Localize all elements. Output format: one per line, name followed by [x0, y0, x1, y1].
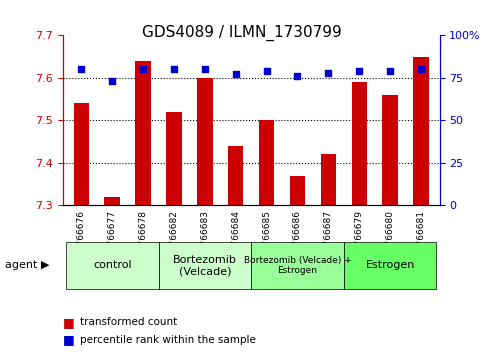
Bar	[166, 112, 182, 205]
Point	[108, 79, 116, 84]
Bar	[352, 82, 367, 205]
Bar	[104, 197, 120, 205]
Bar	[321, 154, 336, 205]
Point	[325, 70, 332, 76]
Bar	[228, 146, 243, 205]
Point	[386, 68, 394, 74]
Bar	[259, 120, 274, 205]
Text: transformed count: transformed count	[80, 317, 177, 327]
FancyBboxPatch shape	[158, 242, 251, 289]
Text: Estrogen: Estrogen	[366, 261, 415, 270]
Text: ■: ■	[63, 316, 74, 329]
Bar	[413, 57, 429, 205]
Text: ■: ■	[63, 333, 74, 346]
Point	[170, 67, 178, 72]
Point	[139, 67, 147, 72]
Text: Bortezomib (Velcade) +
Estrogen: Bortezomib (Velcade) + Estrogen	[243, 256, 351, 275]
Point	[294, 73, 301, 79]
Text: agent ▶: agent ▶	[5, 261, 49, 270]
Bar	[383, 95, 398, 205]
Point	[201, 67, 209, 72]
Point	[417, 67, 425, 72]
Point	[77, 67, 85, 72]
Bar	[135, 61, 151, 205]
Point	[263, 68, 270, 74]
FancyBboxPatch shape	[344, 242, 437, 289]
Text: percentile rank within the sample: percentile rank within the sample	[80, 335, 256, 345]
Point	[232, 72, 240, 77]
Bar	[290, 176, 305, 205]
FancyBboxPatch shape	[251, 242, 344, 289]
Bar	[197, 78, 213, 205]
Bar	[73, 103, 89, 205]
Text: Bortezomib
(Velcade): Bortezomib (Velcade)	[173, 255, 237, 276]
Text: GDS4089 / ILMN_1730799: GDS4089 / ILMN_1730799	[142, 25, 341, 41]
Point	[355, 68, 363, 74]
FancyBboxPatch shape	[66, 242, 158, 289]
Text: control: control	[93, 261, 131, 270]
